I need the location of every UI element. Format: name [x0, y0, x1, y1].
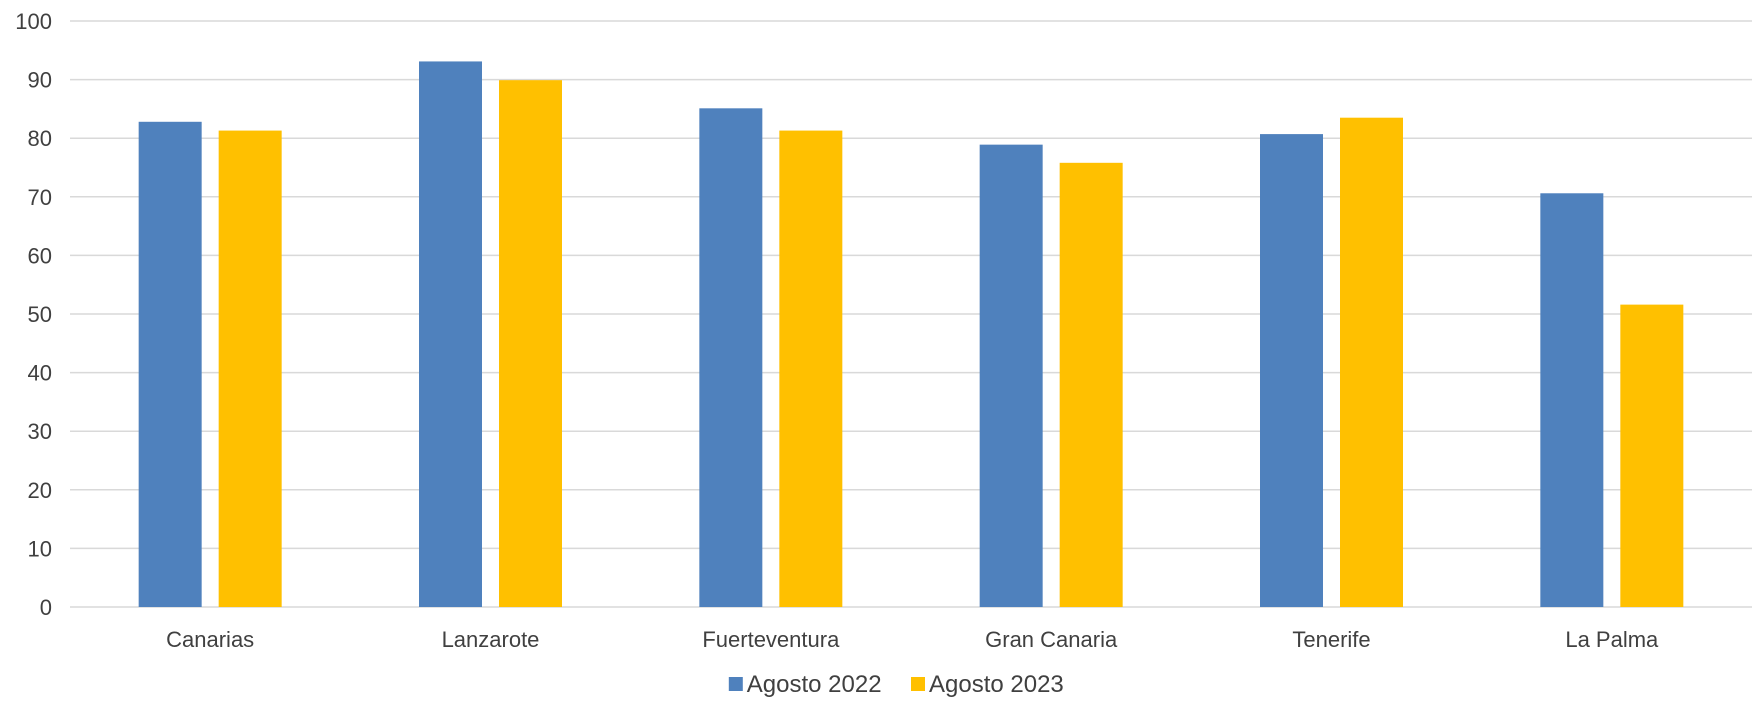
legend-swatch	[728, 677, 743, 691]
legend-swatch	[911, 677, 925, 691]
legend-label: Agosto 2022	[747, 671, 882, 698]
x-tick-label: Tenerife	[1292, 627, 1370, 652]
x-tick-label: Fuerteventura	[702, 627, 840, 652]
bar-agosto-2023-gran-canaria	[1059, 162, 1123, 607]
y-tick-label: 100	[15, 9, 52, 34]
x-tick-label: La Palma	[1565, 627, 1659, 652]
y-tick-label: 20	[28, 478, 52, 503]
y-tick-label: 10	[28, 536, 52, 561]
y-axis-tick-labels: 0 10 20 30 40 50 60 70 80 90 100	[15, 9, 52, 620]
x-tick-label: Canarias	[166, 627, 254, 652]
y-tick-label: 40	[28, 361, 52, 386]
bar-agosto-2023-lanzarote	[499, 80, 562, 608]
bar-agosto-2022-fuerteventura	[699, 108, 763, 608]
bar-agosto-2023-fuerteventura	[779, 130, 843, 607]
x-tick-label: Lanzarote	[442, 627, 540, 652]
bars	[138, 61, 1684, 608]
y-tick-label: 90	[28, 68, 52, 93]
bar-agosto-2022-lanzarote	[419, 61, 482, 607]
bar-agosto-2023-la-palma	[1620, 304, 1684, 607]
y-tick-label: 30	[28, 419, 52, 444]
bar-agosto-2022-gran-canaria	[979, 144, 1043, 607]
y-tick-label: 60	[28, 243, 52, 268]
bar-agosto-2023-tenerife	[1340, 117, 1403, 607]
y-tick-label: 50	[28, 302, 52, 327]
gridlines	[70, 20, 1752, 608]
bar-agosto-2022-canarias	[138, 121, 202, 608]
x-axis-tick-labels: Canarias Lanzarote Fuerteventura Gran Canar…	[166, 627, 1659, 652]
bar-agosto-2023-canarias	[218, 130, 282, 607]
bar-agosto-2022-tenerife	[1260, 134, 1323, 607]
y-tick-label: 0	[40, 595, 52, 620]
y-tick-label: 80	[28, 126, 52, 151]
x-tick-label: Gran Canaria	[985, 627, 1118, 652]
legend: Agosto 2022 Agosto 2023	[728, 671, 1064, 698]
bar-agosto-2022-la-palma	[1540, 193, 1604, 607]
y-tick-label: 70	[28, 185, 52, 210]
legend-label: Agosto 2023	[929, 671, 1064, 698]
